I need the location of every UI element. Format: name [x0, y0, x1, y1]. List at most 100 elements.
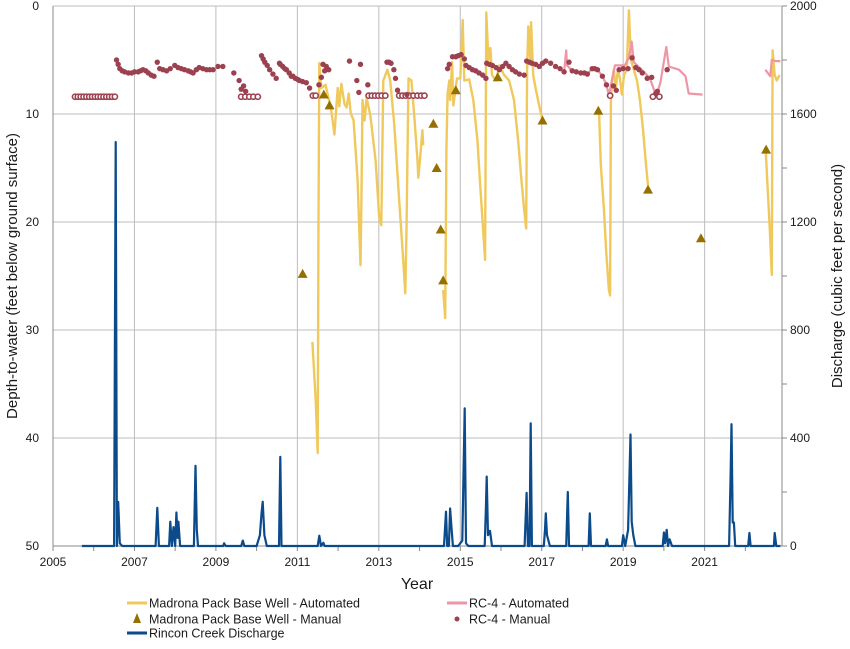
rc4-manual-point: [625, 65, 631, 72]
y-right-tick-label: 1200: [790, 215, 817, 229]
madrona-manual-point: [695, 233, 706, 243]
rc4-manual-open-point: [312, 92, 320, 100]
rc4-manual-point: [167, 65, 173, 72]
rc4-manual-point: [552, 63, 559, 70]
madrona-manual-point: [318, 89, 329, 99]
legend-item: RC-4 - Manual: [454, 613, 550, 627]
rc4-manual-point: [151, 73, 157, 79]
y-right-tick-label: 400: [790, 431, 810, 445]
legend-item: RC-4 - Automated: [447, 597, 569, 611]
madrona-automated-line: [442, 11, 544, 320]
rc4-manual-point: [620, 65, 626, 72]
madrona-manual-point: [593, 105, 604, 115]
y-right-tick-label: 800: [790, 323, 810, 337]
rc4-manual-point: [629, 55, 635, 61]
madrona-manual-point: [324, 100, 335, 110]
madrona-manual-point: [761, 144, 772, 154]
gridlines: [53, 5, 782, 546]
rc4-manual-point: [392, 75, 399, 82]
rc4-manual-point: [543, 58, 549, 64]
y-right-tick-label: 2000: [790, 0, 817, 13]
rc4-manual-point: [115, 61, 121, 68]
legend-label: Madrona Pack Base Well - Automated: [149, 597, 360, 611]
madrona-manual-point: [450, 85, 461, 95]
rc4-manual-point: [357, 61, 364, 68]
rc4-manual-point: [639, 70, 646, 76]
plot-area: [71, 9, 781, 548]
rc4-manual-point: [654, 88, 661, 95]
rc4-manual-point: [240, 83, 247, 89]
rc4-manual-point: [461, 56, 468, 62]
madrona-manual-point: [428, 118, 439, 128]
y-left-tick-label: 20: [26, 215, 40, 229]
rc4-manual-point: [356, 89, 362, 96]
legend: Madrona Pack Base Well - Automated Madron…: [127, 597, 569, 641]
rc4-manual-point: [594, 67, 601, 73]
legend-dot-swatch: [454, 616, 460, 622]
rc4-manual-point: [273, 75, 279, 82]
y-right-tick-label: 0: [790, 539, 797, 553]
madrona-manual-point: [435, 224, 446, 234]
rc4-manual-point: [664, 67, 670, 73]
x-tick-label: 2017: [528, 555, 555, 569]
madrona-automated-line: [764, 49, 781, 277]
rc4-manual-open-point: [254, 93, 262, 101]
rc4-manual-point: [113, 57, 120, 63]
rc4-manual-point: [516, 71, 523, 77]
rc4-manual-point: [573, 69, 580, 75]
madrona-manual-point: [297, 268, 308, 278]
y-right-tick-label: 1600: [790, 107, 817, 121]
rc4-manual-point: [444, 65, 451, 72]
madrona-manual-point: [643, 184, 654, 194]
rc4-manual-point: [394, 87, 401, 93]
axes: 2005 2007 2009 2011 2013 2015 2017 2019 2021 0 10 2…: [26, 0, 817, 569]
legend-item: Rincon Creek Discharge: [127, 627, 285, 641]
rc4-manual-point: [210, 67, 216, 73]
x-tick-label: 2005: [40, 555, 67, 569]
rc4-manual-point: [354, 77, 360, 84]
rc4-manual-point: [610, 83, 617, 89]
rc4-manual-point: [326, 67, 332, 73]
rc4-manual-point: [316, 82, 322, 88]
rincon-creek-discharge-line: [81, 141, 781, 548]
rc4-automated-line: [764, 58, 781, 78]
rc4-manual-point: [613, 87, 619, 93]
rc4-manual-point: [346, 58, 353, 64]
rc4-manual-point: [599, 73, 606, 79]
x-tick-label: 2013: [365, 555, 392, 569]
legend-item: Madrona Pack Base Well - Automated: [127, 597, 360, 611]
rc4-manual-point: [404, 91, 410, 98]
rc4-manual-point: [388, 60, 394, 66]
rc4-manual-point: [270, 71, 276, 77]
rc4-manual-open-point: [381, 92, 389, 100]
legend-triangle-swatch: [133, 613, 141, 623]
y-left-tick-label: 40: [26, 431, 40, 445]
rc4-manual-point: [584, 71, 591, 77]
rc4-manual-open-point: [111, 93, 119, 101]
legend-label: RC-4 - Manual: [469, 613, 550, 627]
rc4-manual-point: [321, 68, 328, 74]
rc4-manual-point: [154, 59, 160, 65]
rc4-manual-point: [215, 63, 221, 70]
rc4-manual-point: [236, 77, 242, 84]
legend-label: RC-4 - Automated: [469, 597, 569, 611]
rc4-manual-point: [569, 68, 575, 74]
rc4-manual-open-point: [421, 92, 428, 100]
madrona-automated-line: [597, 9, 650, 297]
rc4-manual-point: [521, 72, 527, 78]
rc4-manual-point: [242, 88, 249, 95]
rc4-manual-point: [303, 79, 310, 86]
x-axis-label: Year: [401, 576, 434, 593]
rc4-manual-point: [264, 62, 270, 69]
rc4-manual-point: [391, 67, 397, 73]
x-tick-label: 2011: [284, 555, 310, 569]
rc4-manual-point: [566, 59, 572, 65]
rc4-manual-point: [266, 67, 273, 73]
madrona-manual-point: [537, 115, 548, 125]
rc4-manual-open-point: [656, 93, 663, 101]
rc4-manual-point: [365, 82, 371, 88]
y-axis-left-label: Depth-to-water (feet below ground surfac…: [4, 133, 21, 419]
rc4-manual-point: [458, 51, 464, 58]
x-tick-label: 2007: [121, 555, 148, 569]
